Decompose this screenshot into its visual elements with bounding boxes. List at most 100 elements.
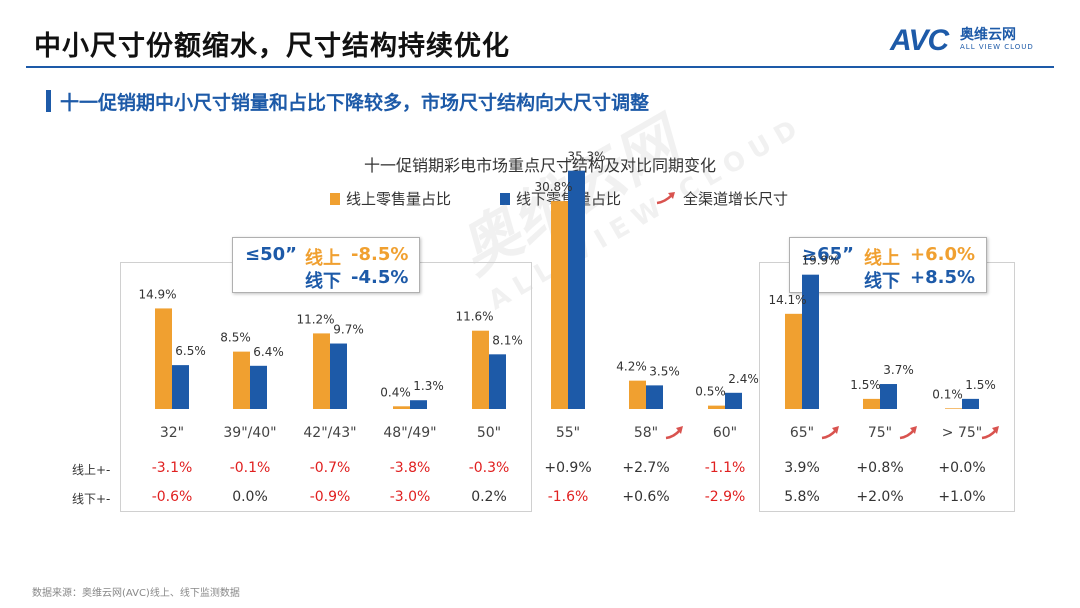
legend-online-swatch: [330, 193, 340, 205]
label-offline-1: 6.4%: [253, 345, 284, 359]
legend-growth-label: 全渠道增长尺寸: [683, 190, 789, 208]
category-label-2: 42"/43": [303, 425, 356, 441]
label-online-10: 0.1%: [932, 387, 963, 401]
label-online-3: 0.4%: [380, 385, 411, 399]
label-offline-4: 8.1%: [492, 333, 523, 347]
bar-offline-9: [880, 384, 897, 409]
data-source-note: 数据来源：奥维云网(AVC)线上、线下监测数据: [32, 588, 240, 599]
label-online-0: 14.9%: [138, 287, 176, 301]
label-offline-5: 35.3%: [567, 150, 605, 164]
bar-offline-6: [646, 385, 663, 409]
bar-online-0: [155, 308, 172, 409]
online-change-0: -3.1%: [152, 460, 193, 476]
large-online-value: +6.0%: [910, 244, 976, 265]
small-online-label: 线上: [305, 248, 341, 269]
header-divider: [26, 66, 1054, 68]
category-label-9: 75": [868, 425, 892, 441]
category-label-10: > 75": [942, 425, 982, 441]
bar-online-9: [863, 398, 880, 409]
online-change-10: +0.0%: [938, 460, 985, 476]
offline-change-8: 5.8%: [784, 489, 820, 505]
legend-online-label: 线上零售量占比: [346, 190, 452, 208]
logo-avc-text: AVC: [890, 24, 949, 57]
subtitle-marker: [46, 90, 51, 112]
label-online-6: 4.2%: [616, 360, 647, 374]
growth-arrow-icon-9: [899, 429, 915, 440]
label-online-4: 11.6%: [455, 310, 493, 324]
bar-online-6: [629, 380, 646, 409]
bar-online-10: [945, 408, 962, 409]
row-label-offline: 线下+-: [72, 492, 111, 506]
category-label-3: 48"/49": [383, 425, 436, 441]
offline-change-4: 0.2%: [471, 489, 507, 505]
small-size-callout: ≤50” 线上 -8.5% 线下 -4.5%: [232, 237, 420, 293]
growth-arrow-icon-10: [981, 429, 997, 440]
bar-offline-5: [568, 170, 585, 409]
large-offline-value: +8.5%: [910, 267, 976, 288]
label-online-9: 1.5%: [850, 378, 881, 392]
bar-online-7: [708, 405, 725, 409]
offline-change-6: +0.6%: [622, 489, 669, 505]
offline-change-2: -0.9%: [310, 489, 351, 505]
small-size-label: ≤50”: [245, 244, 297, 265]
bar-online-4: [472, 330, 489, 409]
online-change-2: -0.7%: [310, 460, 351, 476]
avc-logo: AVC 奥维云网 ALL VIEW CLOUD: [890, 24, 1050, 60]
offline-change-10: +1.0%: [938, 489, 985, 505]
bar-offline-8: [802, 274, 819, 409]
label-online-2: 11.2%: [296, 312, 334, 326]
bar-online-3: [393, 406, 410, 409]
online-change-7: -1.1%: [705, 460, 746, 476]
bar-offline-2: [330, 343, 347, 409]
online-change-4: -0.3%: [469, 460, 510, 476]
growth-arrow-head-10: [992, 426, 999, 434]
growth-arrow-head-9: [910, 426, 917, 434]
online-change-1: -0.1%: [230, 460, 271, 476]
label-offline-0: 6.5%: [175, 344, 206, 358]
bar-offline-4: [489, 354, 506, 409]
category-label-7: 60": [713, 425, 737, 441]
offline-change-3: -3.0%: [390, 489, 431, 505]
category-label-4: 50": [477, 425, 501, 441]
label-offline-8: 19.9%: [801, 254, 839, 268]
bar-offline-1: [250, 365, 267, 409]
label-offline-2: 9.7%: [333, 323, 364, 337]
bar-online-1: [233, 351, 250, 409]
label-online-7: 0.5%: [695, 385, 726, 399]
small-offline-label: 线下: [305, 271, 341, 292]
page-title: 中小尺寸份额缩水，尺寸结构持续优化: [34, 31, 510, 62]
section-subtitle: 十一促销期中小尺寸销量和占比下降较多，市场尺寸结构向大尺寸调整: [60, 92, 650, 114]
online-change-5: +0.9%: [544, 460, 591, 476]
offline-change-5: -1.6%: [548, 489, 589, 505]
small-online-value: -8.5%: [351, 244, 409, 265]
bar-online-8: [785, 313, 802, 409]
growth-arrow-head-8: [832, 426, 839, 434]
category-label-5: 55": [556, 425, 580, 441]
offline-change-1: 0.0%: [232, 489, 268, 505]
label-online-8: 14.1%: [768, 293, 806, 307]
category-label-0: 32": [160, 425, 184, 441]
bar-online-5: [551, 201, 568, 409]
category-label-8: 65": [790, 425, 814, 441]
small-offline-value: -4.5%: [351, 267, 409, 288]
logo-en-text: ALL VIEW CLOUD: [960, 43, 1034, 51]
category-label-1: 39"/40": [223, 425, 276, 441]
label-offline-3: 1.3%: [413, 379, 444, 393]
label-online-1: 8.5%: [220, 331, 251, 345]
growth-arrow-head-6: [676, 426, 683, 434]
bar-offline-3: [410, 400, 427, 409]
growth-arrow-icon-8: [821, 429, 837, 440]
category-label-6: 58": [634, 425, 658, 441]
growth-arrow-icon-6: [665, 429, 681, 440]
bar-offline-7: [725, 392, 742, 409]
bar-offline-10: [962, 398, 979, 409]
growth-arrow-icon: [656, 192, 675, 205]
logo-cn-text: 奥维云网: [960, 27, 1016, 43]
legend-growth: 全渠道增长尺寸: [655, 188, 788, 209]
large-offline-label: 线下: [864, 271, 900, 292]
offline-change-0: -0.6%: [152, 489, 193, 505]
label-offline-9: 3.7%: [883, 363, 914, 377]
offline-change-7: -2.9%: [705, 489, 746, 505]
label-offline-10: 1.5%: [965, 378, 996, 392]
